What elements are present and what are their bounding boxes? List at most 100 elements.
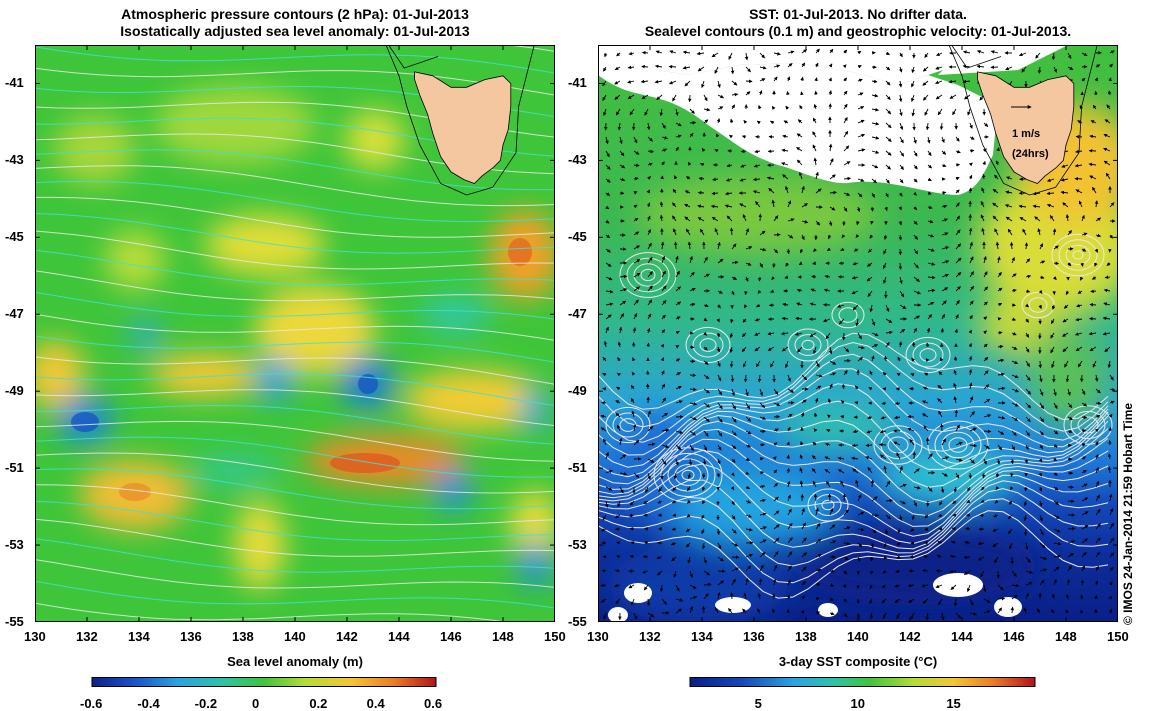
velocity-arrow (970, 150, 974, 151)
velocity-arrow (630, 528, 634, 529)
velocity-arrow (788, 455, 789, 459)
velocity-arrow (768, 151, 774, 152)
velocity-arrow (883, 389, 886, 390)
velocity-arrow (900, 249, 901, 255)
velocity-arrow (760, 431, 765, 432)
colorbar-tick-label: 15 (946, 696, 960, 711)
lon-tick-label: 138 (795, 629, 817, 644)
velocity-arrow (642, 66, 648, 67)
lon-tick-label: 136 (180, 629, 202, 644)
velocity-arrow (669, 67, 676, 68)
velocity-arrow (1081, 595, 1082, 599)
lat-tick-label: -43 (568, 152, 587, 167)
colorbar-tick-label: -0.2 (195, 696, 217, 711)
velocity-arrow (858, 571, 859, 574)
velocity-arrow (643, 52, 649, 53)
lon-tick-label: 144 (388, 629, 410, 644)
left-colorbar (85, 677, 445, 689)
colorbar-tick-label: 0.6 (424, 696, 442, 711)
velocity-arrow (880, 444, 886, 445)
velocity-arrow (633, 343, 634, 348)
lon-tick-label: 148 (492, 629, 514, 644)
colorbar-tick-label: 5 (755, 696, 762, 711)
velocity-arrow (648, 343, 649, 347)
lon-tick-label: 150 (544, 629, 566, 644)
velocity-arrow (690, 361, 695, 362)
lon-tick-label: 132 (639, 629, 661, 644)
velocity-arrow (911, 543, 914, 544)
velocity-arrow (914, 452, 915, 459)
velocity-arrow (1082, 92, 1083, 95)
lat-tick-label: -41 (568, 75, 587, 90)
velocity-arrow (746, 291, 747, 295)
velocity-arrow (648, 384, 649, 389)
velocity-arrow (602, 403, 606, 404)
left-map (35, 45, 555, 622)
left-title-line1: Atmospheric pressure contours (2 hPa): 0… (35, 6, 555, 23)
lon-tick-label: 134 (128, 629, 150, 644)
velocity-arrow (914, 342, 915, 347)
velocity-arrow (1068, 528, 1075, 529)
colorbar-tick-label: 10 (851, 696, 865, 711)
velocity-arrow (787, 92, 788, 95)
velocity-arrow (1090, 319, 1097, 320)
lat-tick-label: -53 (568, 537, 587, 552)
velocity-arrow (1054, 291, 1055, 294)
lon-tick-label: 144 (951, 629, 973, 644)
lat-tick-label: -47 (5, 306, 24, 321)
lat-tick-label: -55 (568, 614, 587, 629)
velocity-arrow (1091, 291, 1096, 292)
velocity-arrow (928, 501, 929, 506)
lon-tick-label: 130 (587, 629, 609, 644)
imos-credit: © IMOS 24-Jan-2014 21:59 Hobart Time (1121, 403, 1135, 625)
velocity-arrow (603, 557, 606, 558)
right-title-line2: Sealevel contours (0.1 m) and geostrophi… (598, 23, 1118, 40)
velocity-arrow (844, 494, 845, 501)
lon-tick-label: 146 (1003, 629, 1025, 644)
right-colorbar (688, 677, 1048, 689)
velocity-arrow (788, 610, 789, 614)
lat-tick-label: -45 (568, 229, 587, 244)
velocity-arrow (1025, 529, 1026, 535)
lat-tick-label: -45 (5, 229, 24, 244)
velocity-arrow (980, 515, 984, 516)
colorbar-tick-label: -0.6 (80, 696, 102, 711)
lon-tick-label: 130 (24, 629, 46, 644)
velocity-arrow (690, 375, 696, 376)
velocity-arrow (928, 438, 929, 445)
velocity-arrow (910, 389, 914, 390)
lon-tick-label: 150 (1107, 629, 1129, 644)
lat-tick-label: -41 (5, 75, 24, 90)
lon-tick-label: 146 (440, 629, 462, 644)
scale-arrow-label-duration: (24hrs) (1012, 148, 1049, 160)
lon-tick-label: 134 (691, 629, 713, 644)
colorbar-tick-label: 0.4 (367, 696, 385, 711)
lat-tick-label: -51 (5, 460, 24, 475)
colorbar-tick-label: 0 (252, 696, 259, 711)
velocity-arrow (616, 570, 621, 571)
lat-tick-label: -51 (568, 460, 587, 475)
velocity-arrow (908, 417, 914, 418)
lon-tick-label: 142 (899, 629, 921, 644)
lon-tick-label: 136 (743, 629, 765, 644)
velocity-arrow (698, 193, 704, 194)
velocity-arrow (970, 473, 971, 478)
velocity-arrow (984, 431, 991, 432)
velocity-arrow (676, 242, 677, 249)
velocity-arrow (956, 410, 957, 417)
velocity-arrow (648, 371, 649, 375)
velocity-arrow (1090, 304, 1096, 305)
left-colorbar-title: Sea level anomaly (m) (35, 654, 555, 669)
velocity-arrow (1011, 242, 1012, 249)
colorbar-tick-label: -0.4 (137, 696, 159, 711)
left-title-line2: Isostatically adjusted sea level anomaly… (35, 23, 555, 40)
velocity-arrow (866, 445, 872, 446)
velocity-arrow (1026, 487, 1027, 491)
velocity-arrow (732, 593, 733, 599)
velocity-arrow (732, 557, 739, 558)
velocity-arrow (731, 228, 732, 235)
lat-tick-label: -49 (568, 383, 587, 398)
right-colorbar-title: 3-day SST composite (°C) (598, 654, 1118, 669)
right-title: SST: 01-Jul-2013. No drifter data. Seale… (598, 6, 1118, 40)
velocity-arrow (662, 176, 663, 179)
